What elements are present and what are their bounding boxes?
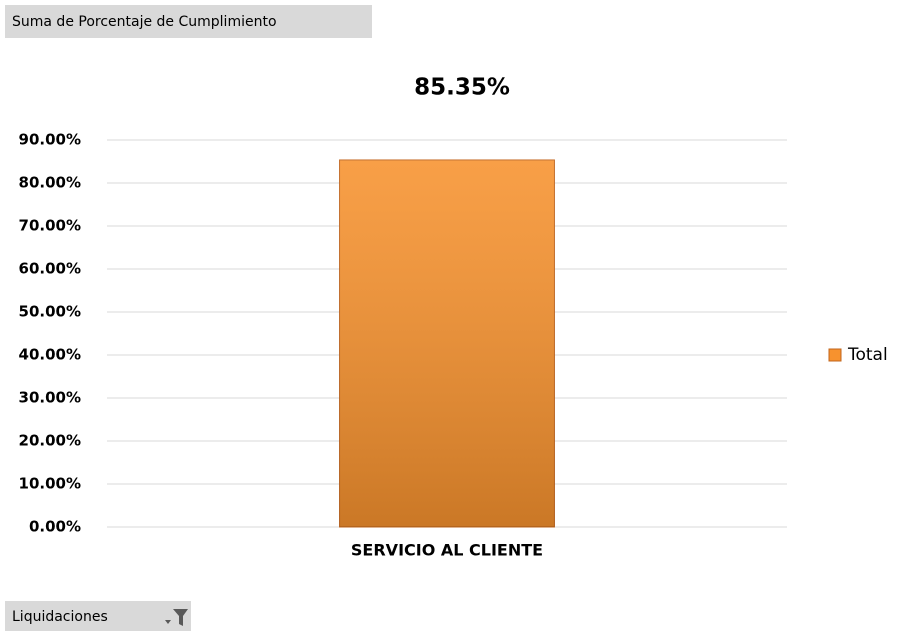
filter-icon[interactable] xyxy=(165,609,188,626)
y-tick-label: 40.00% xyxy=(19,346,81,364)
y-tick-label: 10.00% xyxy=(19,475,81,493)
field-button-label[interactable]: Suma de Porcentaje de Cumplimiento xyxy=(12,14,277,30)
y-tick-label: 0.00% xyxy=(29,518,81,536)
field-button[interactable] xyxy=(5,5,372,38)
y-tick-label: 70.00% xyxy=(19,217,81,235)
chart-title: 85.35% xyxy=(414,75,510,101)
legend-swatch xyxy=(828,348,842,362)
x-tick-label: SERVICIO AL CLIENTE xyxy=(351,541,543,560)
bar xyxy=(339,159,555,528)
legend-label: Total xyxy=(847,345,888,365)
filter-button-label[interactable]: Liquidaciones xyxy=(12,609,108,625)
y-tick-label: 60.00% xyxy=(19,260,81,278)
y-tick-label: 80.00% xyxy=(19,174,81,192)
y-tick-label: 50.00% xyxy=(19,303,81,321)
y-tick-label: 20.00% xyxy=(19,432,81,450)
filter-button[interactable] xyxy=(5,601,191,631)
y-tick-label: 30.00% xyxy=(19,389,81,407)
y-tick-label: 90.00% xyxy=(19,131,81,149)
